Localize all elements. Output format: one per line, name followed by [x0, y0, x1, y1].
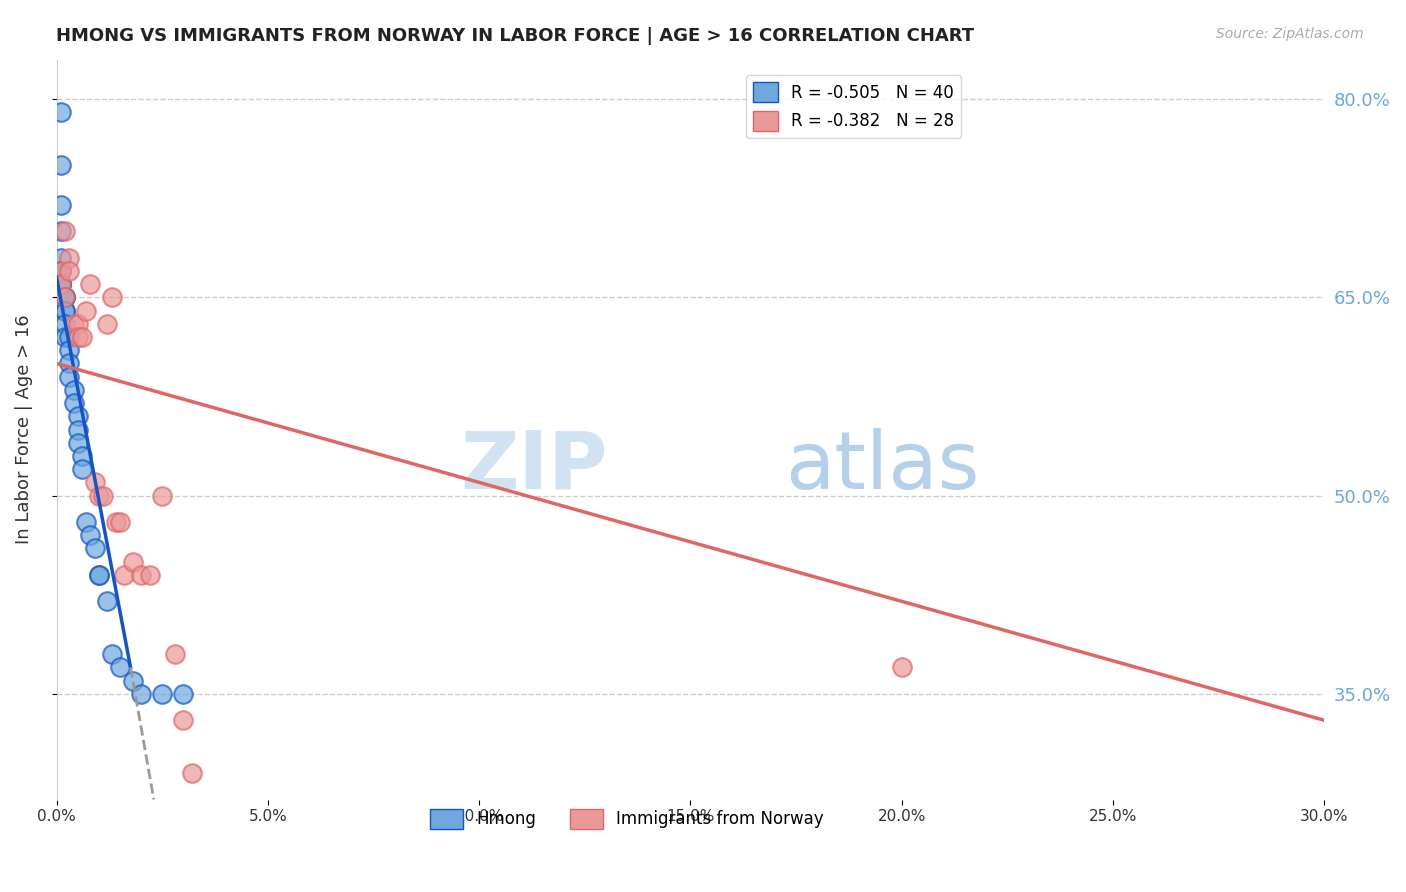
Point [75, 303, 97, 318]
Point [62, 396, 84, 410]
Point [129, 687, 152, 701]
Point [53, 317, 76, 331]
Point [66, 330, 89, 344]
Point [58, 330, 80, 344]
Point [58, 357, 80, 371]
Point [53, 290, 76, 304]
Point [70, 462, 93, 476]
Point [129, 568, 152, 582]
Point [58, 369, 80, 384]
Point [53, 224, 76, 238]
Point [49, 277, 72, 292]
Point [66, 423, 89, 437]
Point [163, 647, 186, 661]
Legend: Hmong, Immigrants from Norway: Hmong, Immigrants from Norway [423, 802, 831, 836]
Point [53, 290, 76, 304]
Point [53, 290, 76, 304]
Point [53, 303, 76, 318]
Text: atlas: atlas [786, 427, 980, 506]
Y-axis label: In Labor Force | Age > 16: In Labor Force | Age > 16 [15, 315, 32, 544]
Point [83, 541, 105, 556]
Point [172, 687, 194, 701]
Point [53, 330, 76, 344]
Point [49, 277, 72, 292]
Point [138, 568, 160, 582]
Point [49, 224, 72, 238]
Point [58, 343, 80, 358]
Point [49, 264, 72, 278]
Point [108, 660, 131, 674]
Point [49, 277, 72, 292]
Point [108, 515, 131, 529]
Point [150, 687, 173, 701]
Point [66, 317, 89, 331]
Point [66, 435, 89, 450]
Point [87, 568, 110, 582]
Point [66, 409, 89, 424]
Text: Source: ZipAtlas.com: Source: ZipAtlas.com [1216, 27, 1364, 41]
Point [91, 489, 114, 503]
Point [70, 330, 93, 344]
Point [121, 555, 143, 569]
Point [49, 264, 72, 278]
Point [150, 489, 173, 503]
Text: HMONG VS IMMIGRANTS FROM NORWAY IN LABOR FORCE | AGE > 16 CORRELATION CHART: HMONG VS IMMIGRANTS FROM NORWAY IN LABOR… [56, 27, 974, 45]
Point [180, 766, 202, 780]
Point [87, 568, 110, 582]
Point [49, 158, 72, 172]
Point [49, 105, 72, 120]
Text: ZIP: ZIP [461, 427, 607, 506]
Point [62, 317, 84, 331]
Point [49, 251, 72, 265]
Point [121, 673, 143, 688]
Point [58, 251, 80, 265]
Point [79, 528, 101, 542]
Point [49, 264, 72, 278]
Point [104, 515, 127, 529]
Point [96, 317, 118, 331]
Point [58, 264, 80, 278]
Point [75, 515, 97, 529]
Point [172, 713, 194, 727]
Point [100, 647, 122, 661]
Point [70, 449, 93, 463]
Point [112, 568, 135, 582]
Point [79, 277, 101, 292]
Point [96, 594, 118, 608]
Point [62, 383, 84, 397]
Point [49, 277, 72, 292]
Point [83, 475, 105, 490]
Point [53, 303, 76, 318]
Point [100, 290, 122, 304]
Point [890, 660, 912, 674]
Point [49, 198, 72, 212]
Point [87, 489, 110, 503]
Point [53, 290, 76, 304]
